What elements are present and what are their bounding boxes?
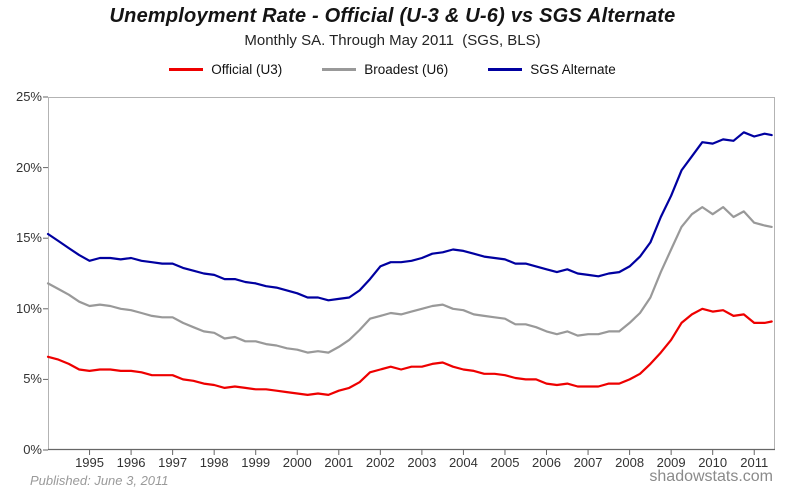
legend-label-broadest-u6: Broadest (U6) — [364, 62, 449, 77]
legend-swatch-sgs-alternate — [488, 68, 523, 71]
legend-label-official-u3: Official (U3) — [211, 62, 283, 77]
x-tick-label: 2010 — [698, 455, 728, 470]
y-tick-label: 20% — [15, 159, 42, 175]
plot-area — [43, 96, 775, 455]
chart-subtitle: Monthly SA. Through May 2011 (SGS, BLS) — [244, 32, 541, 49]
legend-item-broadest-u6: Broadest (U6) — [322, 62, 448, 77]
x-tick-label: 1998 — [199, 455, 229, 470]
x-tick-label: 2001 — [324, 455, 354, 470]
y-tick-label: 10% — [15, 300, 42, 316]
y-tick-label: 15% — [15, 230, 42, 246]
x-tick-label: 2009 — [656, 455, 686, 470]
x-tick-label: 2004 — [448, 455, 478, 470]
x-tick-label: 1997 — [158, 455, 188, 470]
x-tick-label: 2008 — [615, 455, 645, 470]
y-tick-label: 5% — [23, 371, 42, 387]
x-tick-label: 2006 — [532, 455, 561, 470]
x-tick-label: 1995 — [75, 455, 104, 470]
watermark-shadowstats: shadowstats.com — [649, 468, 773, 485]
x-tick-label: 1999 — [241, 455, 271, 470]
x-tick-label: 2003 — [407, 455, 437, 470]
legend-label-sgs-alternate: SGS Alternate — [530, 62, 616, 77]
x-tick-label: 2005 — [490, 455, 520, 470]
series-line-sgs-alternate — [46, 131, 773, 302]
y-tick-label: 25% — [15, 89, 42, 104]
legend: Official (U3) Broadest (U6) SGS Alternat… — [0, 62, 785, 77]
legend-item-sgs-alternate: SGS Alternate — [488, 62, 616, 77]
legend-swatch-broadest-u6 — [322, 68, 357, 71]
x-tick-label: 2007 — [573, 455, 603, 470]
legend-item-official-u3: Official (U3) — [169, 62, 282, 77]
chart-title: Unemployment Rate - Official (U-3 & U-6)… — [109, 5, 676, 27]
x-tick-label: 2002 — [365, 455, 395, 470]
x-tick-label: 1996 — [116, 455, 146, 470]
series-line-official-u3 — [46, 307, 773, 396]
y-tick-label: 0% — [23, 442, 42, 457]
published-date: Published: June 3, 2011 — [30, 473, 169, 488]
plot-border — [48, 97, 775, 450]
x-tick-label: 2011 — [740, 455, 769, 470]
legend-swatch-official-u3 — [169, 68, 204, 71]
x-tick-label: 2000 — [282, 455, 312, 470]
series-line-broadest-u6 — [46, 205, 773, 354]
